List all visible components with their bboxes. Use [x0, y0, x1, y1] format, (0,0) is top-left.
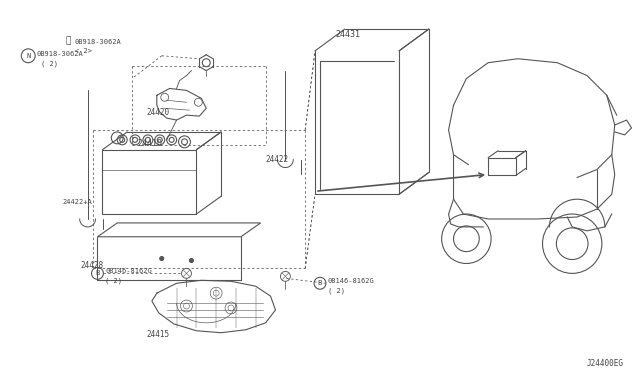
- Text: 24420: 24420: [147, 108, 170, 117]
- Text: ( 2): ( 2): [106, 278, 122, 284]
- Text: 08146-8162G: 08146-8162G: [328, 278, 374, 284]
- Text: 24422: 24422: [266, 155, 289, 164]
- Text: ( 2): ( 2): [328, 287, 345, 294]
- Text: 08146-8162G: 08146-8162G: [106, 269, 152, 275]
- Circle shape: [189, 259, 193, 263]
- Text: 24422+A: 24422+A: [63, 199, 93, 205]
- Text: B: B: [318, 280, 322, 286]
- Text: < 2>: < 2>: [75, 48, 92, 54]
- Text: J24400EG: J24400EG: [587, 359, 624, 368]
- Text: 0B918-3062A: 0B918-3062A: [36, 51, 83, 57]
- Text: B: B: [95, 270, 100, 276]
- Circle shape: [160, 257, 164, 260]
- Text: ( 2): ( 2): [41, 61, 58, 67]
- Text: 24428: 24428: [81, 260, 104, 270]
- Text: 24415: 24415: [147, 330, 170, 339]
- Text: 0B918-3062A: 0B918-3062A: [75, 39, 122, 45]
- Text: 24431: 24431: [335, 30, 360, 39]
- Text: Ⓝ: Ⓝ: [65, 36, 70, 45]
- Text: N: N: [26, 53, 30, 59]
- Text: 24410: 24410: [138, 139, 163, 148]
